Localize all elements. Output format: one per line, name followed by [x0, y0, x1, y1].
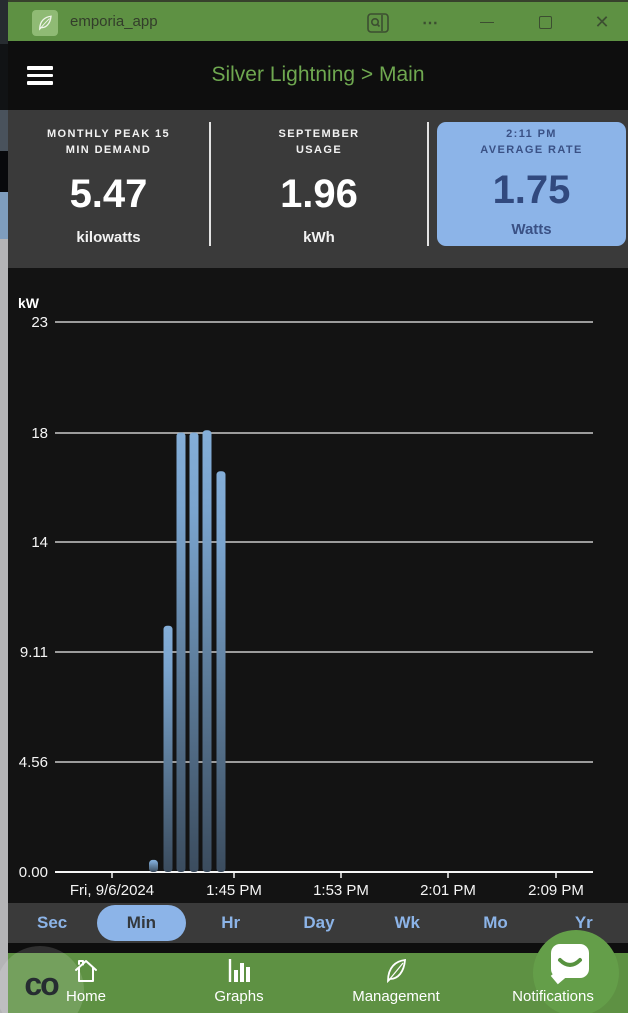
- leaf-icon: [39, 15, 52, 31]
- range-min[interactable]: Min: [97, 905, 186, 941]
- time-range-selector: Sec Min Hr Day Wk Mo Yr: [8, 903, 628, 943]
- stat-value: 1.96: [280, 172, 358, 216]
- stat-divider: [209, 122, 211, 246]
- nav-label: Notifications: [512, 988, 594, 1005]
- co-overlay-badge[interactable]: co: [24, 966, 59, 1002]
- svg-text:4.56: 4.56: [19, 754, 48, 771]
- background-window-edge: [0, 151, 8, 192]
- range-yr[interactable]: Yr: [574, 913, 593, 932]
- stat-unit: kilowatts: [76, 229, 141, 246]
- range-hr[interactable]: Hr: [221, 913, 241, 932]
- emporia-leaf-app-icon: [32, 10, 58, 36]
- usage-chart[interactable]: kW 23 18 14 9.11 4.56 0.00 Fri, 9/6/2024 1:45 PM…: [8, 268, 628, 903]
- stat-value: 1.75: [492, 168, 571, 212]
- stat-unit: Watts: [511, 221, 552, 238]
- minimize-button[interactable]: [470, 2, 504, 43]
- stat-label: 2:11 PM AVERAGE RATE: [480, 128, 583, 156]
- nav-item-home[interactable]: Home: [26, 956, 146, 1005]
- svg-text:14: 14: [31, 534, 48, 551]
- screen-overlay-circle[interactable]: [0, 946, 84, 1013]
- svg-text:1:45 PM: 1:45 PM: [206, 882, 262, 899]
- svg-text:2:09 PM: 2:09 PM: [528, 882, 584, 899]
- stat-divider: [427, 122, 429, 246]
- svg-text:kW: kW: [18, 295, 40, 311]
- chat-smile-icon: [558, 958, 582, 967]
- window-title: emporia_app: [70, 13, 158, 30]
- range-mo[interactable]: Mo: [483, 913, 508, 932]
- svg-text:1:53 PM: 1:53 PM: [313, 882, 369, 899]
- svg-text:23: 23: [31, 314, 48, 331]
- background-window-edge: [0, 110, 8, 151]
- nav-item-graphs[interactable]: Graphs: [179, 956, 299, 1005]
- stat-label: SEPTEMBER USAGE: [278, 128, 360, 156]
- stat-average-rate-card[interactable]: 2:11 PM AVERAGE RATE 1.75 Watts: [437, 122, 626, 246]
- bottom-nav: Home Graphs Management: [8, 953, 628, 1013]
- svg-text:18: 18: [31, 425, 48, 442]
- search-in-window-icon[interactable]: [361, 2, 395, 43]
- stat-value: 5.47: [69, 172, 148, 216]
- svg-text:9.11: 9.11: [20, 644, 48, 661]
- stat-month-usage: SEPTEMBER USAGE 1.96 kWh: [211, 122, 427, 256]
- leaf-icon: [387, 958, 406, 984]
- nav-label: Graphs: [214, 988, 264, 1005]
- background-window-edge: [0, 239, 8, 1013]
- range-wk[interactable]: Wk: [394, 913, 421, 932]
- window-titlebar: emporia_app ⋯ ✕: [8, 0, 628, 41]
- home-icon: [75, 960, 97, 982]
- emporia-app-window: emporia_app ⋯ ✕ Silver Lightning > Main: [8, 0, 628, 1013]
- close-button[interactable]: ✕: [594, 12, 610, 32]
- range-sec[interactable]: Sec: [37, 913, 68, 932]
- more-options-icon[interactable]: ⋯: [422, 14, 438, 32]
- stat-unit: kWh: [303, 229, 335, 246]
- svg-text:Fri, 9/6/2024: Fri, 9/6/2024: [70, 882, 154, 899]
- chat-bubble-icon[interactable]: [551, 944, 589, 978]
- bar-chart-icon: [228, 959, 250, 982]
- nav-item-management[interactable]: Management: [336, 956, 456, 1005]
- page-title: Silver Lightning > Main: [211, 63, 425, 86]
- background-window-edge: [0, 44, 8, 110]
- nav-label: Management: [352, 988, 440, 1005]
- range-day[interactable]: Day: [303, 913, 335, 932]
- nav-label: Home: [65, 988, 106, 1005]
- nav-gap: [8, 943, 628, 953]
- stat-label: MONTHLY PEAK 15 MIN DEMAND: [46, 128, 171, 156]
- background-window-scrollbar: [0, 192, 8, 239]
- svg-text:2:01 PM: 2:01 PM: [420, 882, 476, 899]
- app-header: Silver Lightning > Main: [8, 41, 628, 110]
- hamburger-menu-icon[interactable]: [27, 66, 53, 85]
- background-window-edge: [0, 0, 8, 44]
- stat-monthly-peak: MONTHLY PEAK 15 MIN DEMAND 5.47 kilowatt…: [8, 122, 209, 256]
- svg-text:0.00: 0.00: [19, 864, 48, 881]
- maximize-button[interactable]: [528, 2, 562, 43]
- stats-strip: MONTHLY PEAK 15 MIN DEMAND 5.47 kilowatt…: [8, 110, 628, 268]
- usage-chart-area[interactable]: kW 23 18 14 9.11 4.56 0.00 Fri, 9/6/2024 1:45 PM…: [8, 268, 628, 903]
